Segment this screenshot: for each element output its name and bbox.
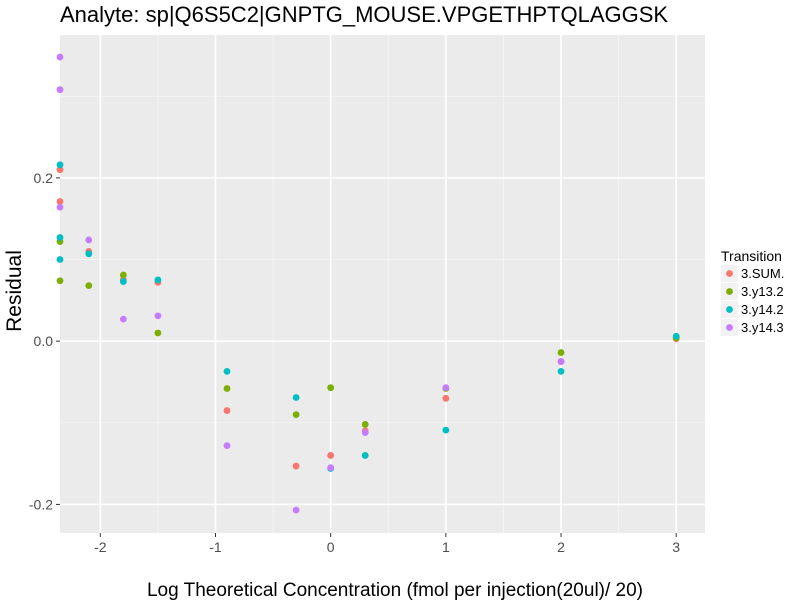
data-point (119, 278, 127, 285)
legend-marker (726, 324, 733, 331)
y-tick-label: 0.2 (34, 170, 54, 186)
data-point (442, 426, 450, 434)
data-point (154, 276, 162, 284)
legend-label: 3.y14.3 (741, 320, 784, 335)
legend-label: 3.y14.2 (741, 302, 784, 317)
y-tick-label: -0.2 (29, 496, 53, 512)
legend: Transition 3.SUM. 3.y13.2 3.y14.2 3.y14.3 (721, 248, 784, 336)
data-point (223, 385, 231, 392)
y-tick-label: 0.0 (34, 333, 54, 349)
data-point (361, 452, 369, 459)
data-point (56, 234, 64, 241)
data-point (361, 421, 369, 428)
legend-marker (726, 270, 733, 277)
data-point (119, 271, 127, 279)
data-point (223, 407, 231, 414)
data-point (557, 349, 565, 356)
data-point (56, 198, 64, 205)
data-point (56, 161, 64, 169)
data-point (85, 282, 93, 290)
data-point (56, 53, 64, 61)
x-tick-label: 2 (557, 539, 565, 555)
data-point (442, 394, 450, 402)
data-point (292, 462, 300, 470)
data-point (557, 367, 565, 375)
data-point (292, 394, 300, 401)
grid-lines (60, 35, 705, 533)
x-tick-label: -1 (209, 539, 222, 555)
data-point (361, 429, 369, 436)
data-point (56, 166, 64, 174)
data-point (154, 312, 162, 320)
data-point (327, 384, 335, 392)
data-point (154, 329, 162, 337)
data-point (119, 315, 127, 323)
data-points (56, 53, 680, 514)
data-point (56, 277, 64, 285)
data-point (327, 452, 335, 459)
legend-label: 3.y13.2 (741, 284, 784, 299)
data-point (56, 86, 64, 94)
x-tick-label: -2 (94, 539, 107, 555)
data-point (85, 250, 93, 258)
data-point (292, 506, 300, 514)
legend-title: Transition (721, 248, 782, 264)
data-point (56, 203, 64, 211)
data-point (223, 442, 231, 450)
data-point (56, 256, 64, 263)
x-tick-label: 0 (327, 539, 335, 555)
legend-marker (726, 288, 733, 295)
y-axis-title: Residual (3, 250, 26, 332)
x-tick-label: 3 (672, 539, 680, 555)
legend-label: 3.SUM. (741, 266, 784, 281)
chart-title: Analyte: sp|Q6S5C2|GNPTG_MOUSE.VPGETHPTQ… (60, 2, 668, 27)
x-tick-label: 1 (442, 539, 450, 555)
data-point (223, 367, 231, 375)
data-point (292, 411, 300, 419)
legend-marker (726, 306, 733, 313)
data-point (85, 236, 93, 244)
data-point (442, 384, 450, 392)
data-point (327, 464, 335, 472)
x-axis-title: Log Theoretical Concentration (fmol per … (147, 580, 643, 600)
axis-ticks: -2 -1 0 1 2 3 -0.2 0.0 0.2 (29, 170, 680, 555)
data-point (557, 358, 565, 365)
plot-panel (60, 35, 705, 533)
data-point (672, 332, 680, 340)
